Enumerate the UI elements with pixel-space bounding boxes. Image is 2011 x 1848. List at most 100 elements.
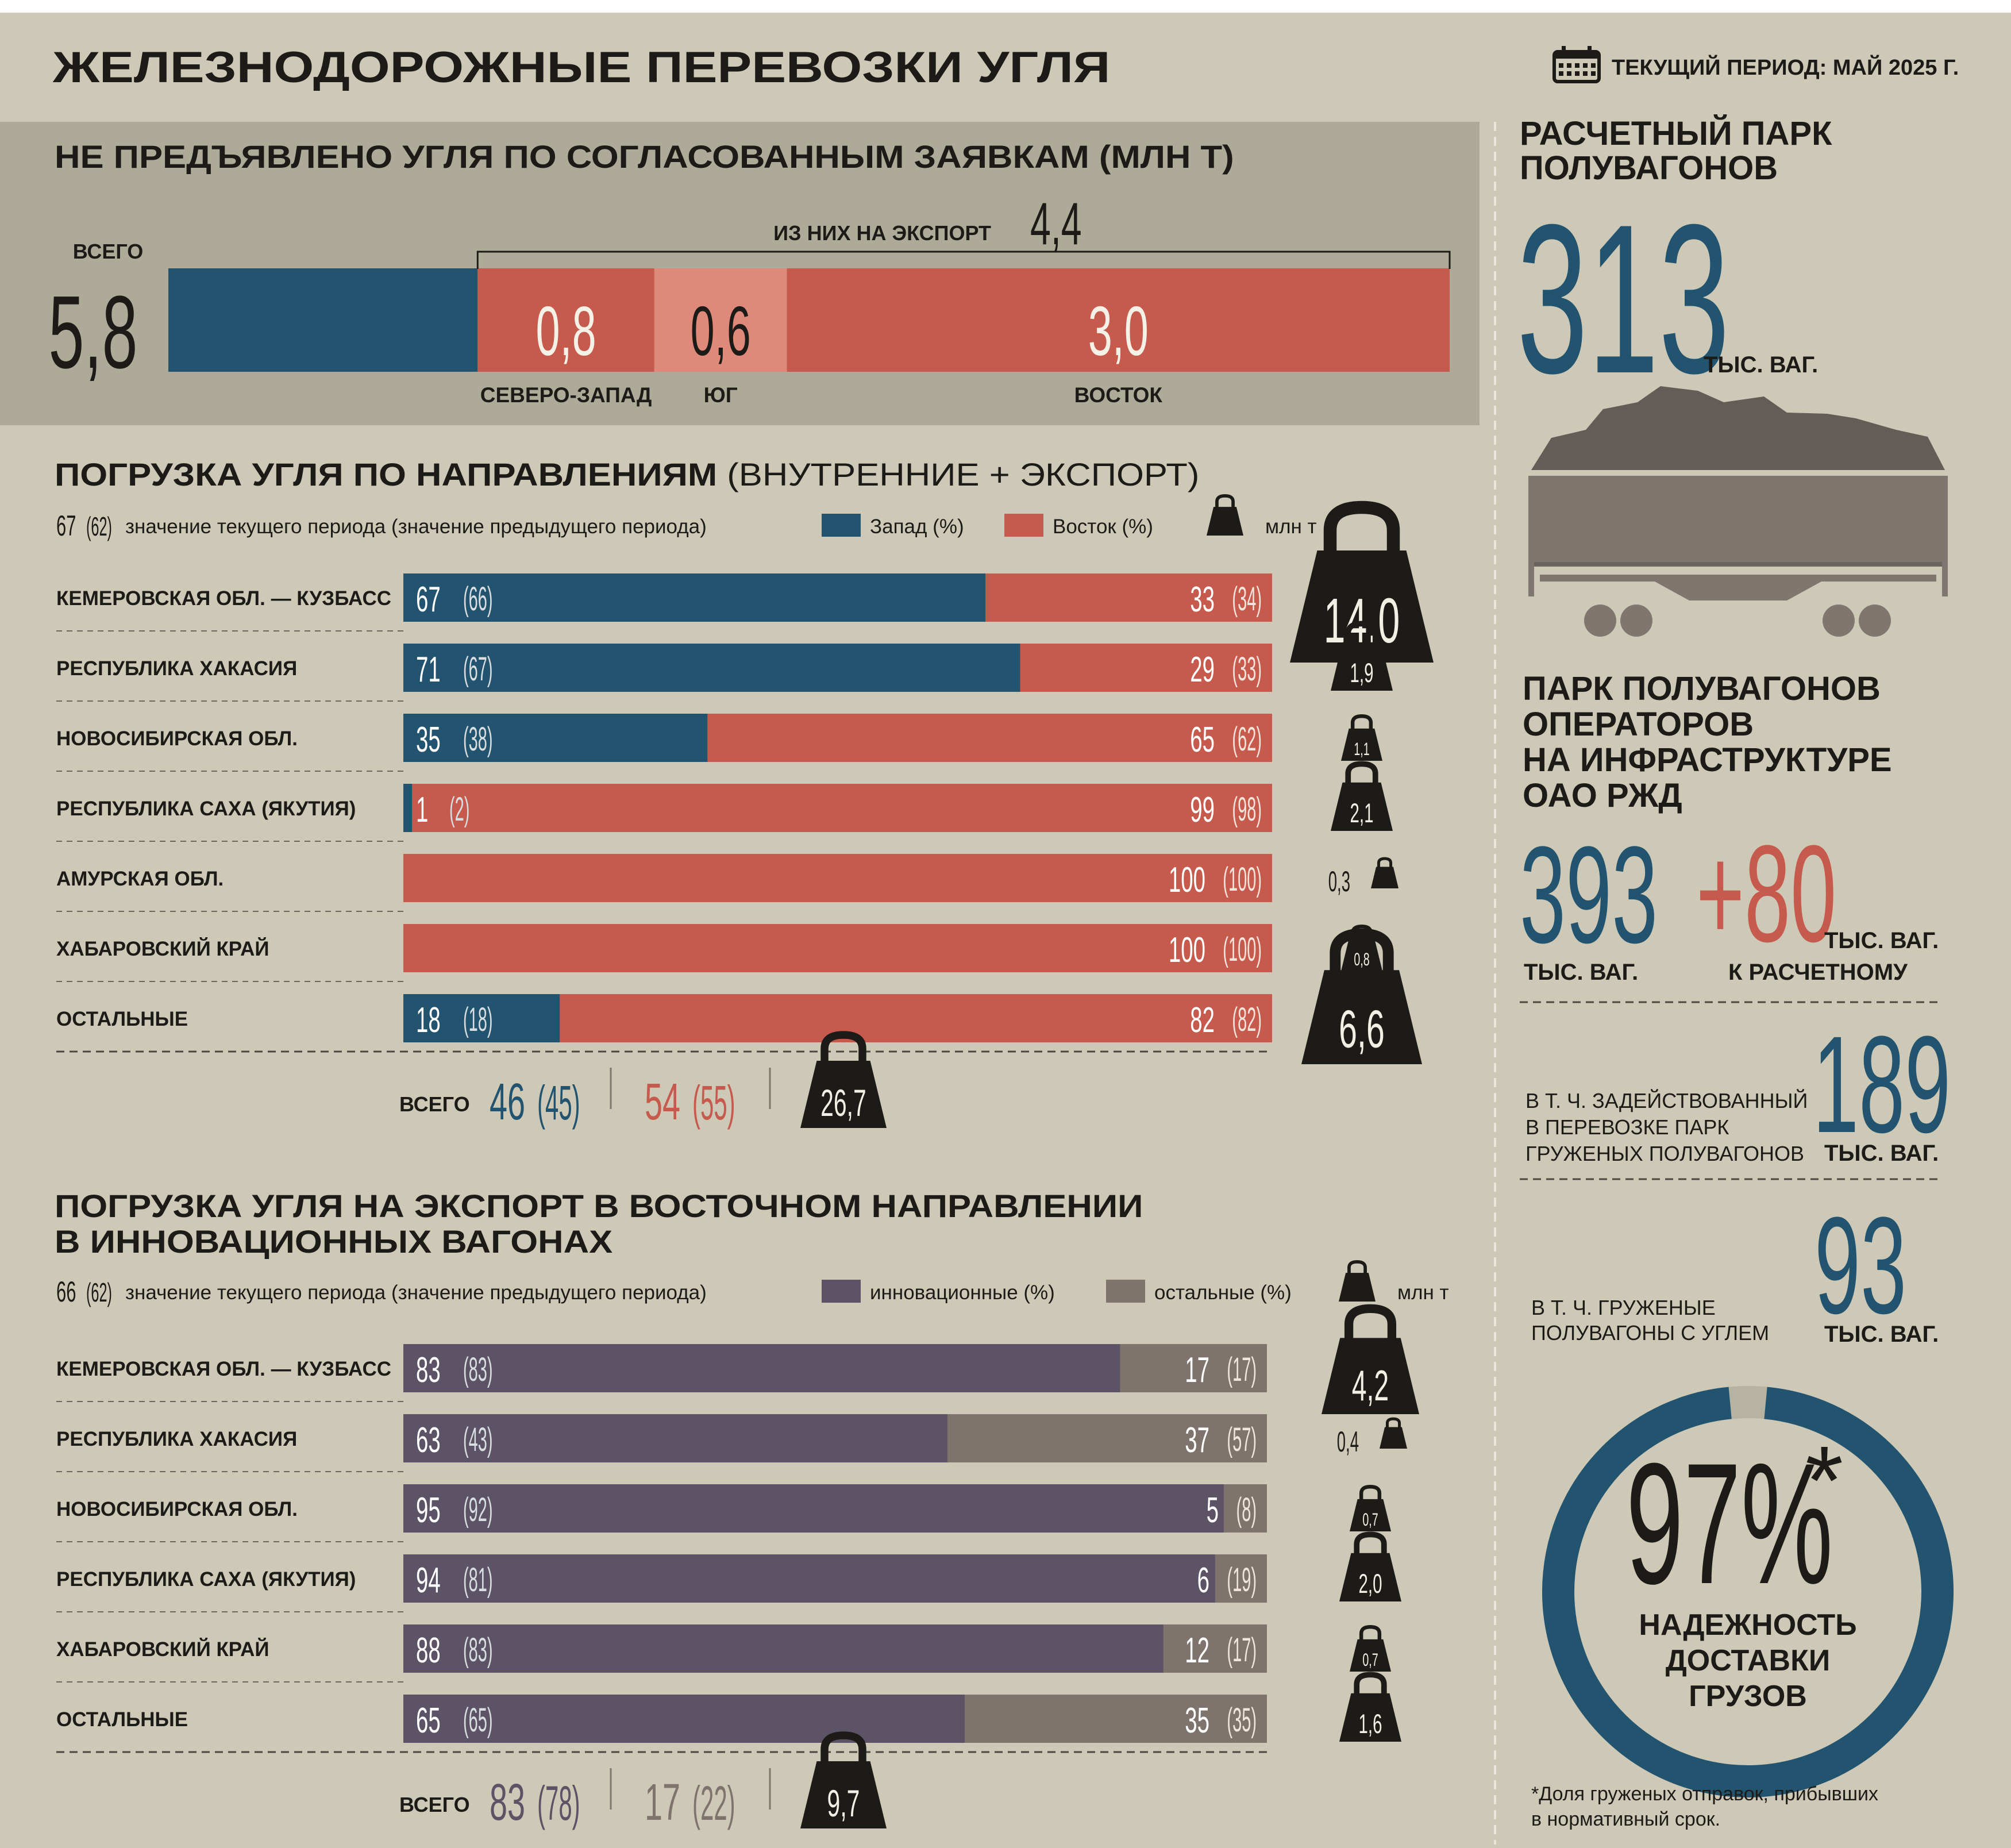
previous-a: (66) bbox=[463, 580, 493, 618]
weight-value: 4,2 bbox=[1352, 1362, 1389, 1410]
row-label: АМУРСКАЯ ОБЛ. bbox=[56, 868, 224, 890]
total-b-prev: (55) bbox=[692, 1076, 735, 1130]
coal-pile bbox=[1531, 386, 1945, 470]
undelivered-segment bbox=[477, 268, 654, 372]
value-a: 63 bbox=[416, 1420, 441, 1460]
weight-handle bbox=[1354, 1672, 1387, 1695]
legend-previous: (62) bbox=[86, 511, 112, 541]
value-a: 71 bbox=[416, 649, 441, 690]
weight-body bbox=[1371, 867, 1399, 888]
bar-segment-a bbox=[403, 1554, 1215, 1603]
export-label: ИЗ НИХ НА ЭКСПОРТ bbox=[773, 221, 991, 245]
weight-handle bbox=[1354, 1531, 1387, 1554]
row-label: ХАБАРОВСКИЙ КРАЙ bbox=[56, 937, 269, 960]
weight-body bbox=[1322, 1338, 1419, 1414]
bar-segment-b bbox=[403, 784, 1272, 832]
legend-text: значение текущего периода (значение пред… bbox=[125, 515, 707, 538]
weight-icon: 2,0 bbox=[1339, 1531, 1401, 1601]
previous-b: (57) bbox=[1227, 1420, 1257, 1458]
weight-value: 9,7 bbox=[827, 1782, 860, 1825]
weight-handle bbox=[1347, 1260, 1367, 1275]
previous-a: (81) bbox=[463, 1561, 493, 1599]
weight-handle bbox=[1345, 621, 1378, 644]
value-b: 29 bbox=[1190, 649, 1215, 690]
weight-handle bbox=[820, 1731, 866, 1762]
weight-body bbox=[1380, 1427, 1407, 1449]
total-label: ВСЕГО bbox=[399, 1092, 470, 1116]
legend-swatch-b bbox=[1004, 514, 1043, 537]
value-a: 94 bbox=[416, 1560, 441, 1600]
value-b: 5 bbox=[1207, 1490, 1219, 1530]
bar-segment-a bbox=[403, 1695, 965, 1743]
weight-icon: 2,1 bbox=[1331, 761, 1393, 831]
legend-series-a: инновационные (%) bbox=[870, 1281, 1055, 1304]
bar-segment-a bbox=[403, 644, 1020, 692]
weight-icon bbox=[1371, 857, 1399, 888]
loaded-unit: ТЫС. ВАГ. bbox=[1824, 1141, 1939, 1166]
previous-a: (38) bbox=[463, 720, 493, 758]
legend-series-b: Восток (%) bbox=[1053, 515, 1153, 538]
row-label: НОВОСИБИРСКАЯ ОБЛ. bbox=[56, 727, 298, 750]
previous-b: (62) bbox=[1232, 720, 1262, 758]
value-a: 65 bbox=[416, 1700, 441, 1741]
weight-body bbox=[1290, 550, 1434, 663]
total-b-prev: (22) bbox=[692, 1777, 735, 1831]
value-a: 67 bbox=[416, 579, 441, 619]
section-title: ПОГРУЗКА УГЛЯ ПО НАПРАВЛЕНИЯМ (ВНУТРЕННИ… bbox=[55, 457, 1199, 493]
weight-body bbox=[1350, 1499, 1391, 1531]
period-label: ТЕКУЩИЙ ПЕРИОД: МАЙ 2025 Г. bbox=[1612, 54, 1959, 80]
weight-handle bbox=[820, 1031, 866, 1062]
previous-b: (82) bbox=[1232, 1000, 1262, 1038]
loaded-value: 189 bbox=[1813, 1007, 1951, 1161]
previous-a: (67) bbox=[463, 650, 493, 688]
legend-weight-label: млн т bbox=[1265, 515, 1317, 538]
previous-a: (83) bbox=[463, 1350, 493, 1388]
legend-current: 66 bbox=[56, 1275, 76, 1307]
bar-segment-a bbox=[403, 1414, 947, 1462]
weight-handle bbox=[1359, 1624, 1382, 1641]
value-a: 35 bbox=[416, 719, 441, 760]
row-label: РЕСПУБЛИКА САХА (ЯКУТИЯ) bbox=[56, 1568, 356, 1591]
row-label: КЕМЕРОВСКАЯ ОБЛ. — КУЗБАСС bbox=[56, 587, 391, 610]
loaded-label: В Т. Ч. ЗАДЕЙСТВОВАННЫЙ bbox=[1525, 1088, 1808, 1112]
legend-swatch-b bbox=[1106, 1280, 1145, 1303]
previous-b: (100) bbox=[1223, 930, 1262, 968]
row-label: ОСТАЛЬНЫЕ bbox=[56, 1008, 188, 1030]
fleet-unit: ТЫС. ВАГ. bbox=[1704, 352, 1818, 378]
total-a: 46 bbox=[490, 1072, 525, 1130]
undelivered-segment bbox=[654, 268, 787, 372]
previous-b: (34) bbox=[1232, 580, 1262, 618]
reliability-value: 97% bbox=[1626, 1428, 1833, 1620]
previous-a: (65) bbox=[463, 1701, 493, 1739]
total-weight-icon: 26,7 bbox=[800, 1031, 887, 1128]
weight-body bbox=[1339, 1553, 1401, 1601]
row-label: РЕСПУБЛИКА САХА (ЯКУТИЯ) bbox=[56, 798, 356, 820]
operators-title: ОАО РЖД bbox=[1523, 777, 1682, 814]
footnote: *Доля груженых отправок, прибывших bbox=[1531, 1783, 1878, 1805]
operators-title: ПАРК ПОЛУВАГОНОВ bbox=[1523, 670, 1881, 707]
bar-segment-a bbox=[403, 1344, 1120, 1392]
row-label: НОВОСИБИРСКАЯ ОБЛ. bbox=[56, 1498, 298, 1520]
legend-previous: (62) bbox=[86, 1277, 112, 1307]
value-b: 35 bbox=[1185, 1700, 1209, 1741]
operators-delta: +80 bbox=[1696, 817, 1836, 971]
legend-weight-label: млн т bbox=[1397, 1281, 1449, 1304]
weight-body bbox=[1331, 642, 1393, 691]
weight-handle bbox=[1344, 1304, 1397, 1339]
coal-value: 93 bbox=[1814, 1188, 1906, 1342]
row-label: КЕМЕРОВСКАЯ ОБЛ. — КУЗБАСС bbox=[56, 1358, 391, 1380]
previous-b: (8) bbox=[1236, 1491, 1257, 1529]
legend-current: 67 bbox=[56, 509, 76, 541]
previous-a: (2) bbox=[449, 790, 469, 828]
weight-icon: 1,9 bbox=[1331, 621, 1393, 691]
value-b: 100 bbox=[1169, 860, 1205, 900]
value-a: 18 bbox=[416, 1000, 441, 1040]
weight-body bbox=[1301, 970, 1422, 1064]
section-title: ПОГРУЗКА УГЛЯ НА ЭКСПОРТ В ВОСТОЧНОМ НАП… bbox=[55, 1189, 1143, 1225]
previous-b: (33) bbox=[1232, 650, 1262, 688]
segment-value: 3,0 bbox=[1088, 291, 1149, 370]
reliability-star: * bbox=[1805, 1426, 1843, 1535]
weight-value: 0,4 bbox=[1337, 1425, 1359, 1458]
